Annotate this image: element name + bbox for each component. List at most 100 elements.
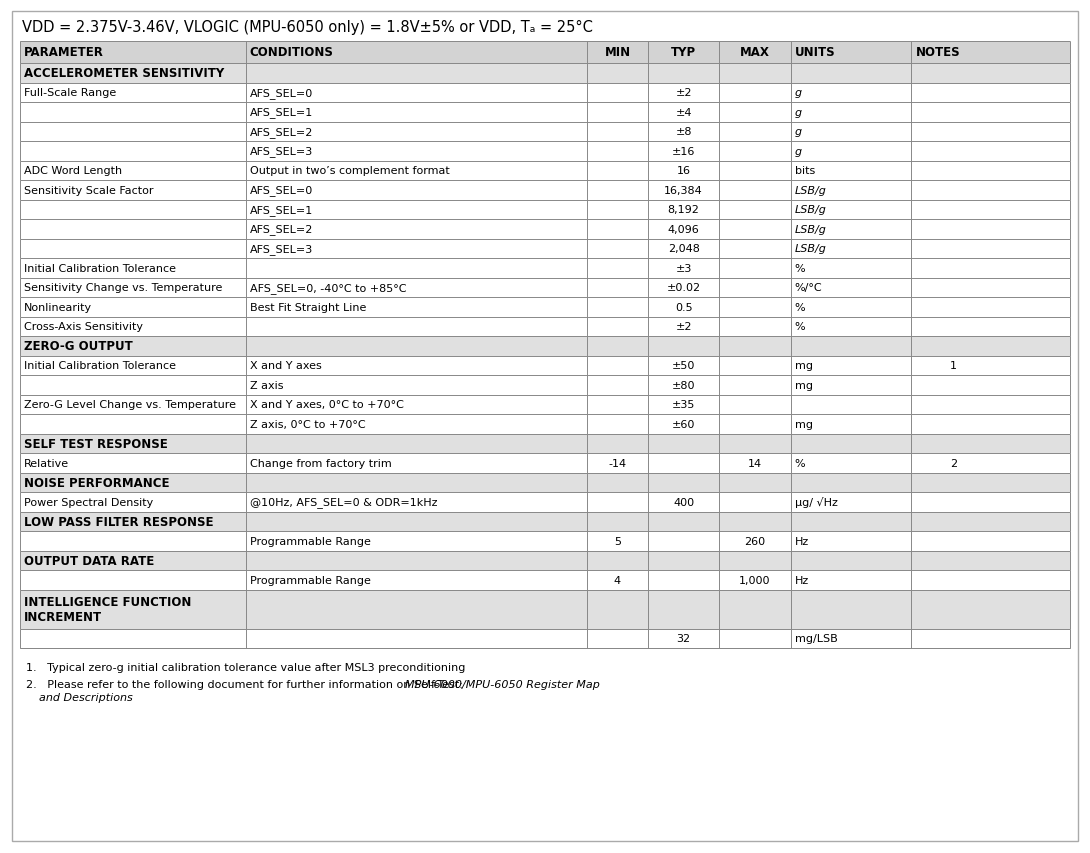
Text: AFS_SEL=1: AFS_SEL=1: [250, 205, 313, 216]
Text: @10Hz, AFS_SEL=0 & ODR=1kHz: @10Hz, AFS_SEL=0 & ODR=1kHz: [250, 496, 437, 508]
Text: 2.   Please refer to the following document for further information on Self-Test: 2. Please refer to the following documen…: [26, 679, 467, 689]
Text: 16: 16: [677, 166, 691, 176]
Bar: [20, 375, 1070, 395]
Text: ±16: ±16: [671, 147, 695, 157]
Text: CONDITIONS: CONDITIONS: [250, 46, 334, 60]
Text: OUTPUT DATA RATE: OUTPUT DATA RATE: [24, 554, 155, 567]
Text: -14: -14: [608, 458, 627, 468]
Text: ADC Word Length: ADC Word Length: [24, 166, 122, 176]
Text: 32: 32: [677, 634, 691, 643]
Text: TYP: TYP: [671, 46, 697, 60]
Text: mg: mg: [795, 361, 813, 371]
Text: %: %: [795, 303, 806, 312]
Text: 4: 4: [614, 575, 621, 585]
Bar: [20, 220, 1070, 239]
Text: Z axis: Z axis: [250, 380, 283, 391]
Text: LSB/g: LSB/g: [795, 186, 826, 195]
Bar: [20, 122, 1070, 142]
Bar: [20, 142, 1070, 161]
Text: Hz: Hz: [795, 537, 809, 546]
Text: Programmable Range: Programmable Range: [250, 575, 371, 585]
Text: X and Y axes: X and Y axes: [250, 361, 322, 371]
Text: ±4: ±4: [676, 107, 692, 118]
Text: 2,048: 2,048: [668, 244, 700, 254]
Bar: [20, 42, 1070, 64]
Text: 4,096: 4,096: [668, 224, 700, 235]
Text: 14: 14: [748, 458, 762, 468]
Text: AFS_SEL=0: AFS_SEL=0: [250, 185, 313, 196]
Text: AFS_SEL=0: AFS_SEL=0: [250, 88, 313, 99]
Bar: [20, 629, 1070, 648]
Text: and Descriptions: and Descriptions: [39, 692, 133, 702]
Bar: [20, 278, 1070, 298]
Text: Output in two’s complement format: Output in two’s complement format: [250, 166, 449, 176]
Text: VDD = 2.375V-3.46V, VLOGIC (MPU-6050 only) = 1.8V±5% or VDD, Tₐ = 25°C: VDD = 2.375V-3.46V, VLOGIC (MPU-6050 onl…: [22, 20, 593, 35]
Text: 16,384: 16,384: [664, 186, 703, 195]
Bar: [20, 258, 1070, 278]
Text: g: g: [795, 127, 802, 137]
Text: AFS_SEL=3: AFS_SEL=3: [250, 243, 313, 254]
Text: Cross-Axis Sensitivity: Cross-Axis Sensitivity: [24, 322, 143, 332]
Text: PARAMETER: PARAMETER: [24, 46, 104, 60]
Text: 1,000: 1,000: [739, 575, 771, 585]
Bar: [20, 200, 1070, 220]
Bar: [20, 181, 1070, 200]
Text: Sensitivity Change vs. Temperature: Sensitivity Change vs. Temperature: [24, 283, 222, 293]
Text: ±2: ±2: [676, 322, 692, 332]
Text: MAX: MAX: [740, 46, 770, 60]
Text: ±60: ±60: [671, 420, 695, 429]
Bar: [20, 161, 1070, 181]
Bar: [20, 317, 1070, 337]
Text: MIN: MIN: [604, 46, 630, 60]
Text: ±35: ±35: [671, 400, 695, 409]
Bar: [20, 298, 1070, 317]
Text: 2: 2: [949, 458, 957, 468]
Text: mg: mg: [795, 420, 813, 429]
Text: 260: 260: [744, 537, 765, 546]
Text: 1: 1: [950, 361, 957, 371]
Text: LSB/g: LSB/g: [795, 205, 826, 215]
Text: ±8: ±8: [676, 127, 692, 137]
Bar: [20, 454, 1070, 473]
Text: Z axis, 0°C to +70°C: Z axis, 0°C to +70°C: [250, 420, 365, 429]
Text: mg: mg: [795, 380, 813, 391]
Bar: [20, 571, 1070, 589]
Bar: [20, 589, 1070, 629]
Text: g: g: [795, 107, 802, 118]
Text: 5: 5: [614, 537, 621, 546]
Text: g: g: [795, 147, 802, 157]
Bar: [20, 64, 1070, 84]
Text: %: %: [795, 458, 806, 468]
Text: AFS_SEL=0, -40°C to +85°C: AFS_SEL=0, -40°C to +85°C: [250, 282, 407, 293]
Bar: [20, 103, 1070, 122]
Text: INTELLIGENCE FUNCTION
INCREMENT: INTELLIGENCE FUNCTION INCREMENT: [24, 595, 192, 624]
Text: Change from factory trim: Change from factory trim: [250, 458, 391, 468]
Text: ±0.02: ±0.02: [667, 283, 701, 293]
Text: NOTES: NOTES: [916, 46, 960, 60]
Text: AFS_SEL=3: AFS_SEL=3: [250, 146, 313, 157]
Text: NOISE PERFORMANCE: NOISE PERFORMANCE: [24, 476, 170, 489]
Text: 1.   Typical zero-g initial calibration tolerance value after MSL3 preconditioni: 1. Typical zero-g initial calibration to…: [26, 662, 465, 672]
Bar: [20, 473, 1070, 492]
Text: Power Spectral Density: Power Spectral Density: [24, 497, 154, 508]
Text: LSB/g: LSB/g: [795, 244, 826, 254]
Text: Relative: Relative: [24, 458, 69, 468]
Text: Nonlinearity: Nonlinearity: [24, 303, 93, 312]
Text: LOW PASS FILTER RESPONSE: LOW PASS FILTER RESPONSE: [24, 515, 214, 528]
Text: MPU-6000/MPU-6050 Register Map: MPU-6000/MPU-6050 Register Map: [404, 679, 600, 689]
Text: Full-Scale Range: Full-Scale Range: [24, 88, 117, 98]
Text: mg/LSB: mg/LSB: [795, 634, 837, 643]
Text: 0.5: 0.5: [675, 303, 692, 312]
Bar: [20, 512, 1070, 531]
Text: AFS_SEL=2: AFS_SEL=2: [250, 224, 313, 235]
Text: g: g: [795, 88, 802, 98]
Text: bits: bits: [795, 166, 815, 176]
Bar: [20, 551, 1070, 571]
Text: SELF TEST RESPONSE: SELF TEST RESPONSE: [24, 438, 168, 450]
Text: %: %: [795, 264, 806, 274]
Text: Programmable Range: Programmable Range: [250, 537, 371, 546]
Text: 8,192: 8,192: [668, 205, 700, 215]
Bar: [20, 356, 1070, 375]
Text: Best Fit Straight Line: Best Fit Straight Line: [250, 303, 366, 312]
Bar: [20, 239, 1070, 258]
